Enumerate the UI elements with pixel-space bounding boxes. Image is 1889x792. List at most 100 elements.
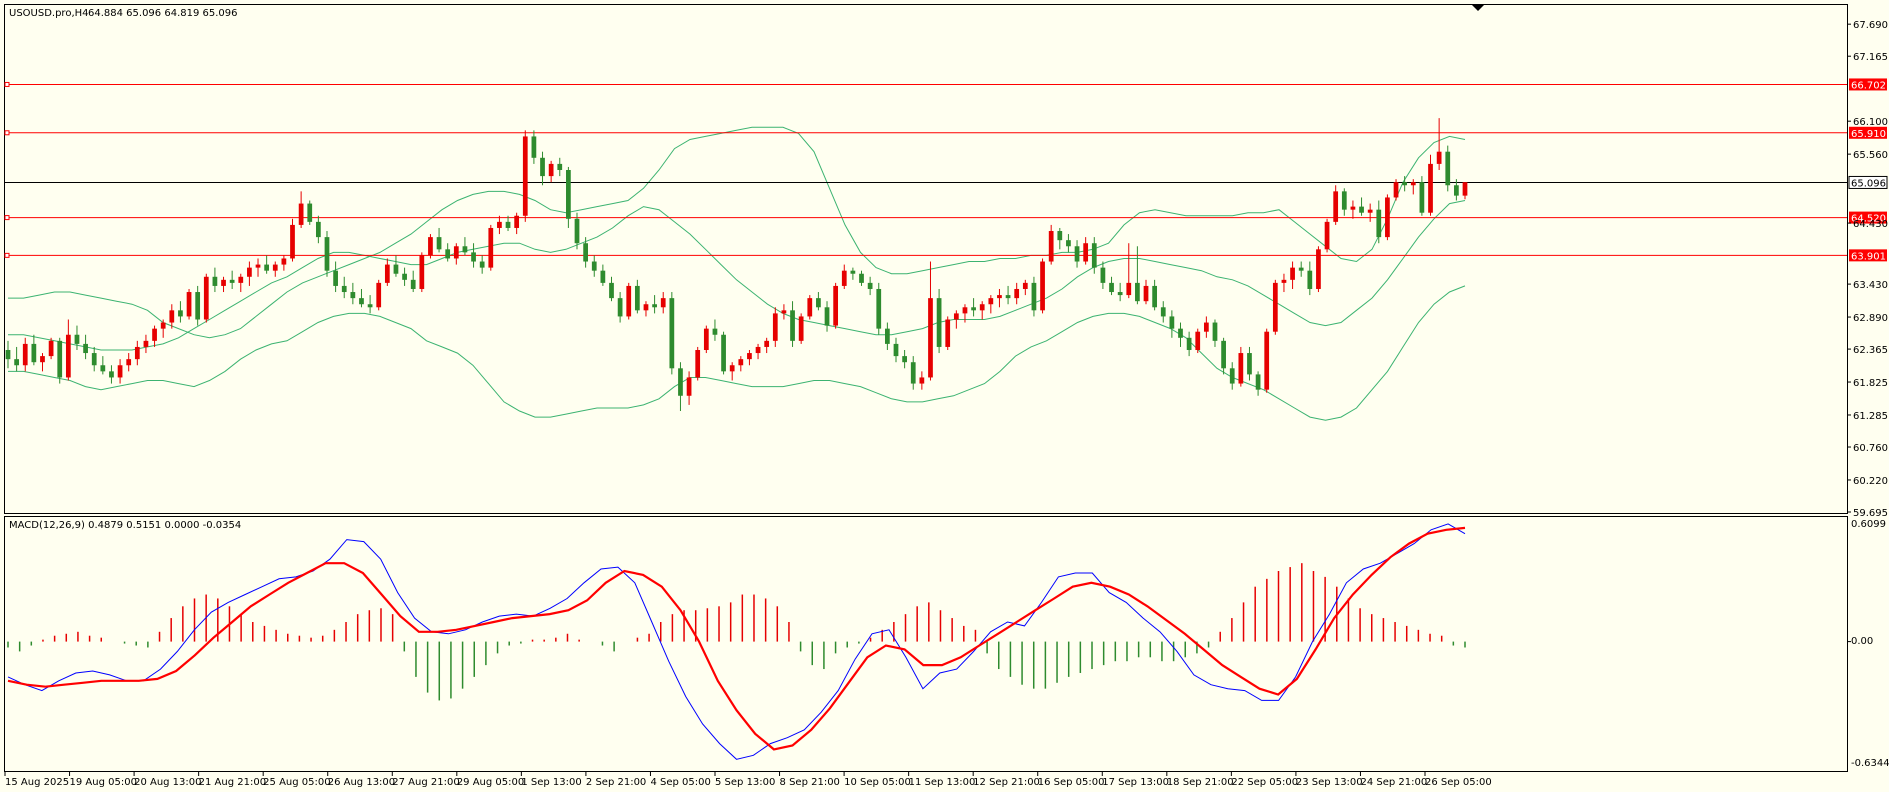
macd-line xyxy=(7,523,1466,760)
level-anchor xyxy=(4,215,10,221)
candle-body xyxy=(1341,191,1347,210)
price-tick-label: 65.560 xyxy=(1853,150,1888,161)
candle-body xyxy=(1298,267,1304,271)
candle-body xyxy=(1376,209,1382,238)
price-tick-label: 62.365 xyxy=(1853,345,1888,356)
horizontal-levels[interactable]: 66.702 65.910 64.520 63.901 65.096 xyxy=(4,78,1888,262)
candle-body xyxy=(747,353,752,360)
candle-body xyxy=(583,243,588,262)
candle-body xyxy=(962,307,968,314)
candle-body xyxy=(764,340,770,347)
price-tick-label: 60.220 xyxy=(1853,476,1888,487)
candle-body xyxy=(1428,163,1433,213)
candle-body xyxy=(945,319,951,347)
candle-body xyxy=(229,279,235,283)
candle-body xyxy=(729,365,735,372)
candle-body xyxy=(376,282,382,308)
candle-body xyxy=(315,221,321,238)
candle-body xyxy=(221,279,226,286)
candle-body xyxy=(1324,221,1330,250)
candle-body xyxy=(617,298,623,317)
candle-body xyxy=(341,285,347,293)
candle-body xyxy=(1109,282,1114,293)
candle-body xyxy=(1238,353,1244,384)
price-pane[interactable] xyxy=(4,4,1848,514)
candle-body xyxy=(1290,267,1295,280)
candle-body xyxy=(428,237,433,256)
candle-body xyxy=(988,298,994,305)
candle-body xyxy=(1022,282,1028,289)
candle-body xyxy=(850,270,856,274)
candle-body xyxy=(1066,240,1071,247)
chart-shift-marker-icon[interactable] xyxy=(1472,5,1484,11)
candle-body xyxy=(134,346,140,360)
macd-pane[interactable] xyxy=(4,516,1848,772)
candle-body xyxy=(186,292,192,317)
candle-body xyxy=(497,221,502,228)
candle-body xyxy=(600,270,606,283)
macd-signal-line xyxy=(7,526,1466,751)
candle-body xyxy=(281,258,287,265)
price-tick-label: 61.825 xyxy=(1853,378,1888,389)
candle-body xyxy=(393,264,399,274)
time-tick-label: 23 Sep 13:00 xyxy=(1296,777,1363,788)
candle-body xyxy=(928,298,933,378)
candle-body xyxy=(1247,353,1252,375)
level-tag xyxy=(1849,126,1887,139)
candle-body xyxy=(1117,292,1123,296)
time-tick-label: 26 Aug 13:00 xyxy=(328,777,395,788)
price-tick-label: 62.890 xyxy=(1853,313,1888,324)
candle-body xyxy=(798,316,804,341)
candle-body xyxy=(1264,331,1270,390)
candle-body xyxy=(566,170,571,219)
price-tick-label: 67.165 xyxy=(1853,52,1888,63)
candle-body xyxy=(195,292,201,320)
candle-body xyxy=(574,218,580,244)
candle-body xyxy=(1393,182,1399,198)
time-tick-label: 16 Sep 05:00 xyxy=(1038,777,1105,788)
price-tick-label: 60.760 xyxy=(1853,443,1888,454)
candle-body xyxy=(1367,209,1373,213)
time-tick-label: 17 Sep 13:00 xyxy=(1102,777,1169,788)
candle-body xyxy=(1221,340,1226,369)
candle-body xyxy=(436,237,442,250)
candle-body xyxy=(1255,374,1261,390)
candle-body xyxy=(902,356,907,363)
candle-body xyxy=(790,310,795,341)
candle-body xyxy=(1410,182,1416,186)
candle-body xyxy=(1445,151,1451,186)
candle-body xyxy=(307,203,313,222)
time-tick-label: 25 Aug 05:00 xyxy=(263,777,330,788)
time-tick-label: 8 Sep 21:00 xyxy=(780,777,840,788)
candle-body xyxy=(1178,328,1183,338)
price-tick-label: 59.695 xyxy=(1853,508,1888,519)
candle-body xyxy=(660,298,666,308)
price-axis: 67.690 67.165 66.100 65.560 64.430 63.430 62.8… xyxy=(1847,20,1888,519)
candle-body xyxy=(695,350,701,378)
candle-body xyxy=(1160,307,1166,317)
candle-body xyxy=(919,377,925,384)
level-tag xyxy=(1849,211,1887,224)
level-tag xyxy=(1849,249,1887,262)
candle-body xyxy=(109,371,114,378)
candle-body xyxy=(1272,282,1278,332)
candle-body xyxy=(678,368,683,396)
candle-body xyxy=(772,313,778,341)
candle-body xyxy=(255,264,261,268)
macd-top-label: 0.6099 xyxy=(1851,519,1886,530)
candle-body xyxy=(1091,243,1097,268)
candle-body xyxy=(591,261,597,271)
candle-body xyxy=(359,298,364,305)
candle-body xyxy=(152,328,157,341)
time-tick-label: 29 Aug 05:00 xyxy=(457,777,524,788)
candle-body xyxy=(1048,231,1054,262)
level-tag xyxy=(1849,78,1887,91)
symbol-label: USOUSD.pro,H4 xyxy=(9,8,89,19)
time-tick-label: 2 Sep 21:00 xyxy=(586,777,646,788)
time-tick-label: 10 Sep 05:00 xyxy=(844,777,911,788)
candle-body xyxy=(1229,368,1235,384)
candle-body xyxy=(298,203,304,225)
